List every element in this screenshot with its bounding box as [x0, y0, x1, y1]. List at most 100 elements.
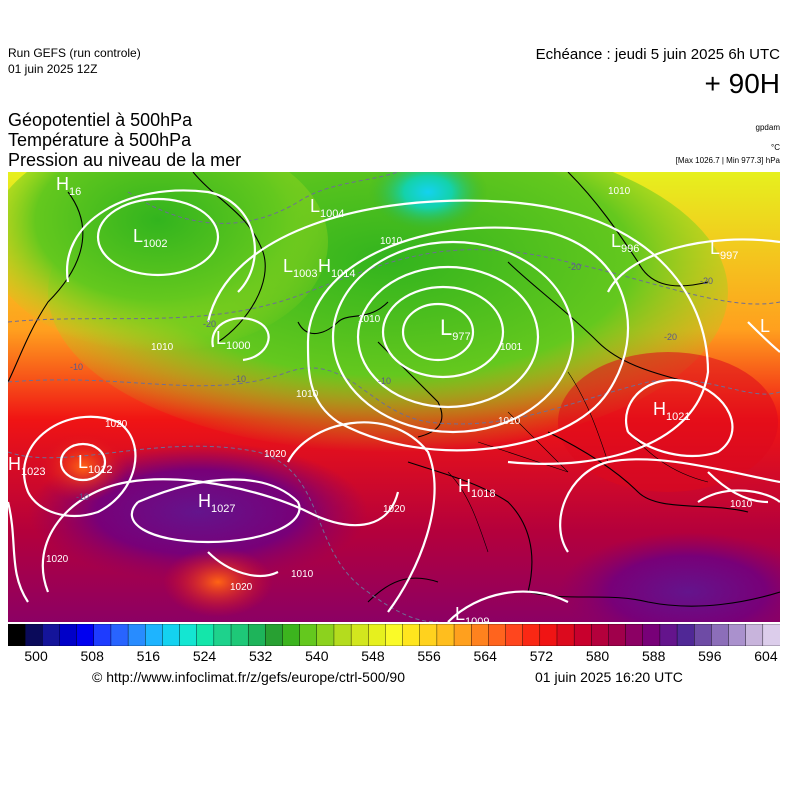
- pressure-center-low: L997: [710, 238, 738, 262]
- colorbar-tick-label: 572: [529, 648, 554, 664]
- colorbar-swatch: [213, 624, 232, 646]
- colorbar-swatch: [179, 624, 198, 646]
- isobar-label: 1020: [383, 504, 406, 515]
- colorbar-swatch: [385, 624, 404, 646]
- isobar-label: 1010: [291, 569, 314, 580]
- colorbar-swatch: [402, 624, 421, 646]
- isotherm-label: -20: [700, 276, 713, 286]
- isotherm-labels-layer: -20 -20 -20 -10 -10 -10 -10 -20: [70, 262, 713, 502]
- pressure-center-high: H1023: [8, 454, 45, 478]
- isotherm-label: -10: [70, 362, 83, 372]
- isobar-label: 1010: [358, 314, 381, 325]
- colorbar-swatch: [265, 624, 283, 646]
- run-date: 01 juin 2025 12Z: [8, 62, 98, 76]
- colorbar-swatch: [419, 624, 438, 646]
- colorbar-tick-label: 540: [305, 648, 329, 664]
- colorbar-tick-label: 524: [192, 648, 217, 664]
- layer-temperature-title: Température à 500hPa: [8, 130, 192, 150]
- colorbar-swatch: [350, 624, 369, 646]
- colorbar-tick-label: 596: [698, 648, 722, 664]
- colorbar-swatch: [591, 624, 609, 646]
- layer-geopotential-title: Géopotentiel à 500hPa: [8, 110, 193, 130]
- pressure-center-high: H1014: [318, 256, 355, 280]
- weather-map: H16 L1002 L1004 L1003 H1014 L977 L996 L997 L1000…: [8, 172, 780, 622]
- colorbar-swatch: [59, 624, 78, 646]
- colorbar-swatch: [316, 624, 335, 646]
- colorbar-swatch: [711, 624, 730, 646]
- isobar-label: 1010: [296, 389, 319, 400]
- colorbar-swatch: [299, 624, 318, 646]
- lead-time: + 90H: [704, 68, 781, 99]
- valid-time: Echéance : jeudi 5 juin 2025 6h UTC: [535, 46, 780, 63]
- colorbar-tick-label: 604: [754, 648, 778, 664]
- colorbar-tick-label: 532: [248, 648, 273, 664]
- colorbar-swatch: [659, 624, 678, 646]
- isobar-label: 1010: [498, 416, 521, 427]
- colorbar-swatch: [728, 624, 747, 646]
- colorbar-tick-label: 500: [24, 648, 48, 664]
- pressure-center-high: H16: [56, 174, 81, 198]
- colorbar-swatch: [247, 624, 266, 646]
- colorbar-swatch: [24, 624, 43, 646]
- isobar-label: 1020: [46, 554, 69, 565]
- colorbar-tick-label: 556: [417, 648, 441, 664]
- colorbar-swatch: [608, 624, 627, 646]
- isobar-label: 1020: [264, 449, 287, 460]
- pressure-center-low: L996: [611, 231, 639, 255]
- layer-pressure-title: Pression au niveau de la mer: [8, 150, 242, 170]
- pressure-center-high: H1018: [458, 476, 495, 500]
- colorbar-swatch: [539, 624, 558, 646]
- pressure-center-high: H1027: [198, 491, 235, 515]
- colorbar-tick-label: 580: [585, 648, 610, 664]
- isobar-label: 1010: [380, 236, 403, 247]
- colorbar-swatch: [196, 624, 215, 646]
- colorbar-tick-label: 508: [80, 648, 104, 664]
- unit-geopotential: gpdam: [755, 123, 780, 132]
- colorbar-swatch: [573, 624, 592, 646]
- colorbar-tick-label: 588: [641, 648, 666, 664]
- colorbar-swatch: [642, 624, 661, 646]
- isotherm-label: -20: [568, 262, 581, 272]
- colorbar-swatch: [522, 624, 541, 646]
- isotherm-label: -20: [664, 332, 677, 342]
- colorbar-tick-label: 516: [136, 648, 161, 664]
- isotherm-label: -10: [378, 376, 391, 386]
- source-credit: © http://www.infoclimat.fr/z/gefs/europe…: [92, 669, 406, 685]
- colorbar-swatch: [162, 624, 181, 646]
- isotherm-label: -10: [76, 492, 89, 502]
- pressure-center-low: L1004: [310, 196, 345, 220]
- pressure-center-low: L977: [440, 315, 471, 343]
- isobar-label: 1001: [500, 342, 523, 353]
- colorbar-swatch: [625, 624, 644, 646]
- colorbar-swatch: [230, 624, 249, 646]
- generation-time: 01 juin 2025 16:20 UTC: [535, 669, 683, 685]
- colorbar-swatch: [556, 624, 575, 646]
- colorbar-swatch: [436, 624, 455, 646]
- colorbar-swatch: [282, 624, 301, 646]
- colorbar-swatch: [694, 624, 712, 646]
- isotherm-label: -10: [233, 374, 246, 384]
- colorbar-swatch: [368, 624, 386, 646]
- pressure-center-low: L1012: [78, 452, 113, 476]
- colorbar-swatch: [505, 624, 524, 646]
- colorbar-swatch: [453, 624, 472, 646]
- colorbar: [8, 624, 780, 646]
- colorbar-swatch: [333, 624, 352, 646]
- pressure-centers-layer: H16 L1002 L1004 L1003 H1014 L977 L996 L997 L1000…: [8, 174, 770, 622]
- colorbar-swatch: [762, 624, 780, 646]
- isobar-label: 1020: [230, 582, 253, 593]
- colorbar-swatch: [8, 624, 26, 646]
- colorbar-tick-label: 564: [473, 648, 497, 664]
- pressure-center-low: L1009: [455, 604, 490, 622]
- colorbar-swatch: [471, 624, 489, 646]
- pressure-center-low: L1000: [216, 328, 251, 352]
- isobar-label: 1010: [730, 499, 753, 510]
- colorbar-swatch: [127, 624, 146, 646]
- colorbar-swatch: [76, 624, 95, 646]
- pressure-center-low: L1003: [283, 256, 318, 280]
- colorbar-swatch: [676, 624, 695, 646]
- colorbar-tick-label: 548: [361, 648, 385, 664]
- isobar-label: 1010: [608, 186, 631, 197]
- pressure-center-high: H1021: [653, 399, 690, 423]
- colorbar-swatch: [42, 624, 60, 646]
